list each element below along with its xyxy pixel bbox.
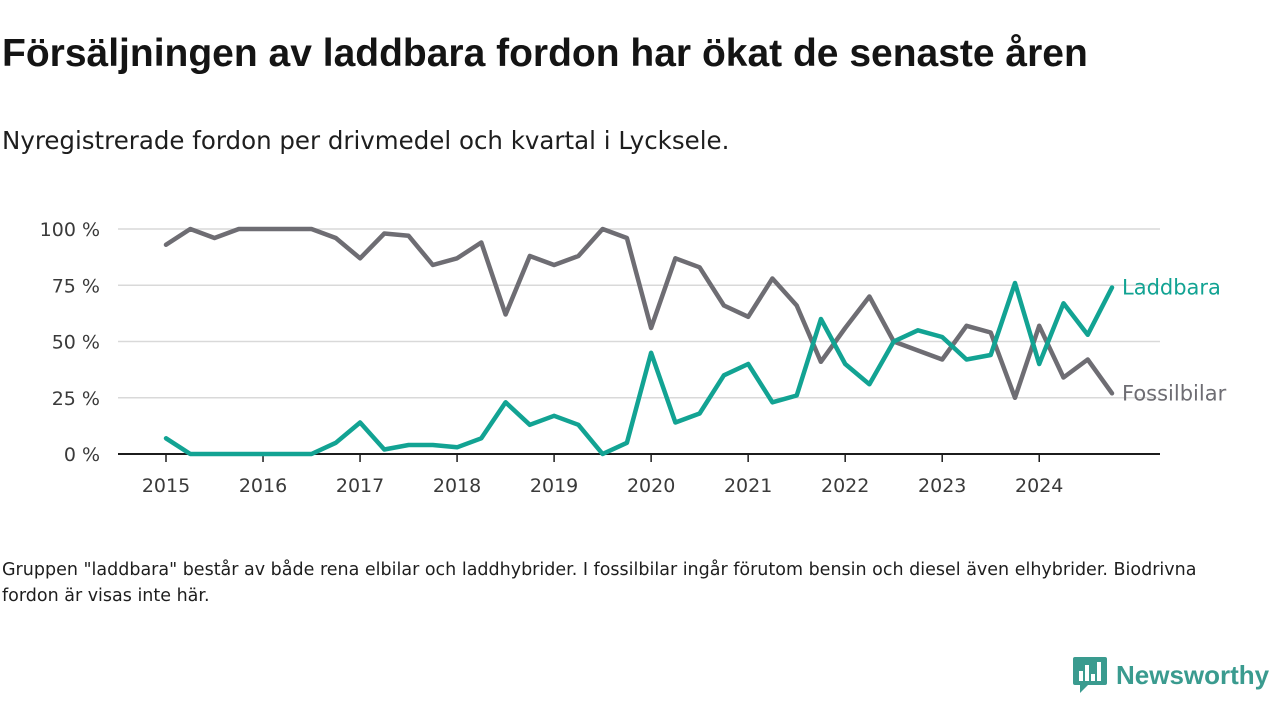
- series-labels: Fossilbilar Laddbara: [1122, 276, 1227, 406]
- y-tick-label: 50 %: [52, 332, 100, 354]
- chart-title: Försäljningen av laddbara fordon har öka…: [2, 32, 1088, 75]
- y-tick-label: 100 %: [40, 219, 100, 241]
- x-tick-label: 2017: [336, 475, 384, 497]
- series-label-fossilbilar: Fossilbilar: [1122, 381, 1227, 405]
- x-tick-label: 2021: [724, 475, 772, 497]
- x-tick-label: 2023: [918, 475, 966, 497]
- y-tick-label: 0 %: [64, 444, 100, 466]
- x-tick-label: 2024: [1015, 475, 1063, 497]
- series-lines: [163, 226, 1115, 457]
- x-axis-ticks: 2015 2016 2017 2018 2019 2020 2021 2022 2023 2024: [142, 454, 1063, 497]
- series-label-laddbara: Laddbara: [1122, 276, 1221, 300]
- brand-name: Newsworthy: [1116, 659, 1270, 690]
- x-tick-label: 2016: [239, 475, 287, 497]
- footnote: Gruppen "laddbara" består av både rena e…: [2, 560, 1197, 606]
- x-tick-label: 2020: [627, 475, 675, 497]
- x-tick-label: 2022: [821, 475, 869, 497]
- series-line-laddbara: [163, 280, 1115, 457]
- x-tick-label: 2018: [433, 475, 481, 497]
- bar-chart-speech-bubble-icon: [1073, 657, 1107, 693]
- chart-subtitle: Nyregistrerade fordon per drivmedel och …: [2, 126, 730, 155]
- y-tick-label: 25 %: [52, 388, 100, 410]
- x-tick-label: 2019: [530, 475, 578, 497]
- newsworthy-logo[interactable]: Newsworthy: [1072, 655, 1269, 695]
- x-tick-label: 2015: [142, 475, 190, 497]
- line-chart: 100 %75 %50 %25 %0 % 2015 2016 2017 2018 201…: [40, 219, 1227, 497]
- series-line-fossilbilar: [163, 226, 1115, 401]
- y-axis-tick-labels: 100 % 75 % 50 % 25 % 0 %: [40, 219, 100, 466]
- y-tick-label: 75 %: [52, 275, 100, 297]
